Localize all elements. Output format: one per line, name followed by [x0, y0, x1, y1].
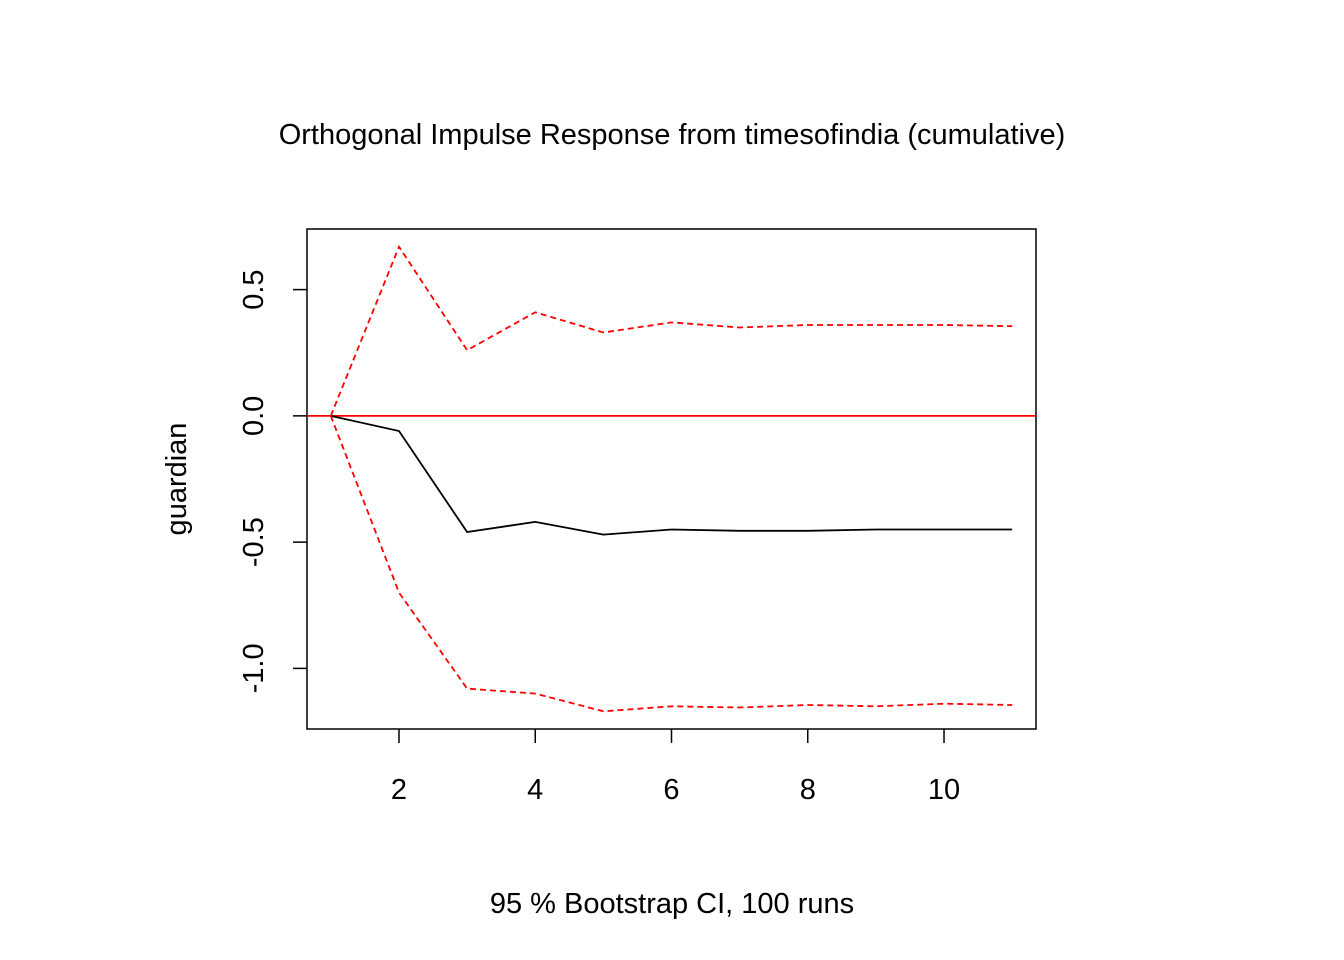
y-axis-label: guardian — [161, 423, 193, 536]
x-axis-label: 95 % Bootstrap CI, 100 runs — [490, 888, 854, 920]
x-tick-label-8: 8 — [800, 774, 816, 806]
y-tick-label-1: -0.5 — [238, 517, 270, 567]
x-tick-label-10: 10 — [928, 774, 960, 806]
y-tick-label-2: 0.0 — [238, 396, 270, 436]
plot-frame — [306, 228, 1037, 730]
y-tick-label-0: -1.0 — [238, 643, 270, 693]
series-line-response — [330, 415, 1013, 536]
y-tick-label-3: 0.5 — [238, 269, 270, 309]
chart-title: Orthogonal Impulse Response from timesof… — [279, 119, 1066, 151]
x-tick-label-6: 6 — [663, 774, 679, 806]
series-line-lower-ci — [329, 415, 1013, 713]
series-line-upper-ci — [329, 244, 1013, 417]
x-tick-label-2: 2 — [391, 774, 407, 806]
x-tick-label-4: 4 — [527, 774, 543, 806]
plot-area: 2 4 6 8 10 -1.0 -0.5 0.0 0.5 — [238, 228, 1037, 806]
